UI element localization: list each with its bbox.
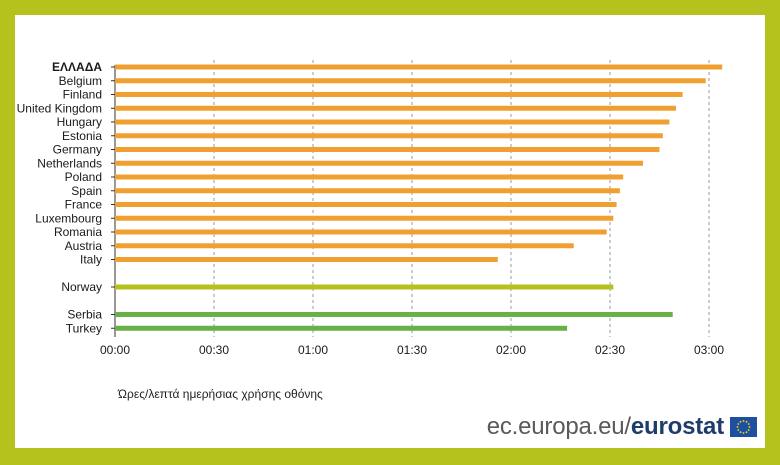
category-label: Spain — [71, 184, 102, 198]
bar-netherlands — [115, 160, 643, 166]
category-label: Netherlands — [37, 156, 102, 170]
x-tick-label: 03:00 — [694, 343, 724, 357]
x-tick-label: 00:00 — [100, 343, 130, 357]
bar-france — [115, 202, 617, 207]
category-label: Norway — [61, 280, 102, 294]
bar-chart: 00:00 00:30 01:00 01:30 02:00 02:30 03:00 ΕΛΛΑΔ… — [17, 60, 724, 357]
category-label: Serbia — [67, 308, 102, 322]
x-axis-label: Ώρες/λεπτά ημερήσιας χρήσης οθόνης — [118, 387, 323, 401]
bar-austria — [115, 243, 574, 249]
bar-ελλαδα — [115, 64, 723, 70]
category-label: Germany — [53, 143, 102, 157]
bar-poland — [115, 174, 624, 180]
category-label: Turkey — [66, 321, 102, 335]
category-label: Finland — [63, 88, 102, 102]
bar-luxembourg — [115, 215, 614, 221]
category-label: Hungary — [57, 115, 102, 129]
eurostat-brand: ec.europa.eu/eurostat — [487, 412, 757, 442]
bar-germany — [115, 147, 660, 152]
eu-flag-icon — [730, 417, 757, 437]
category-label: United Kingdom — [17, 101, 102, 115]
x-tick-label: 02:00 — [496, 343, 526, 357]
chart-frame: 00:00 00:30 01:00 01:30 02:00 02:30 03:00 ΕΛΛΑΔ… — [15, 15, 765, 448]
bar-united-kingdom — [115, 105, 676, 111]
bar-turkey — [115, 325, 568, 331]
x-tick-label: 01:00 — [298, 343, 328, 357]
bar-estonia — [115, 133, 663, 139]
category-label: Poland — [65, 170, 102, 184]
x-tick-label: 02:30 — [595, 343, 625, 357]
category-label: Belgium — [59, 74, 102, 88]
bar-romania — [115, 229, 607, 235]
bar-finland — [115, 92, 683, 97]
category-label: Romania — [54, 225, 102, 239]
category-label: ΕΛΛΑΔΑ — [52, 60, 102, 74]
category-label: Austria — [65, 239, 103, 253]
bar-hungary — [115, 119, 670, 125]
category-label: Estonia — [62, 129, 102, 143]
bar-belgium — [115, 78, 706, 84]
bar-italy — [115, 257, 498, 262]
x-tick-label: 01:30 — [397, 343, 427, 357]
bar-norway — [115, 284, 614, 290]
category-label: Luxembourg — [35, 211, 102, 225]
category-label: Italy — [80, 253, 102, 267]
bar-serbia — [115, 312, 673, 317]
x-tick-label: 00:30 — [199, 343, 229, 357]
bar-spain — [115, 188, 620, 194]
source-text: ec.europa.eu/eurostat — [486, 413, 724, 440]
category-label: France — [65, 198, 103, 212]
